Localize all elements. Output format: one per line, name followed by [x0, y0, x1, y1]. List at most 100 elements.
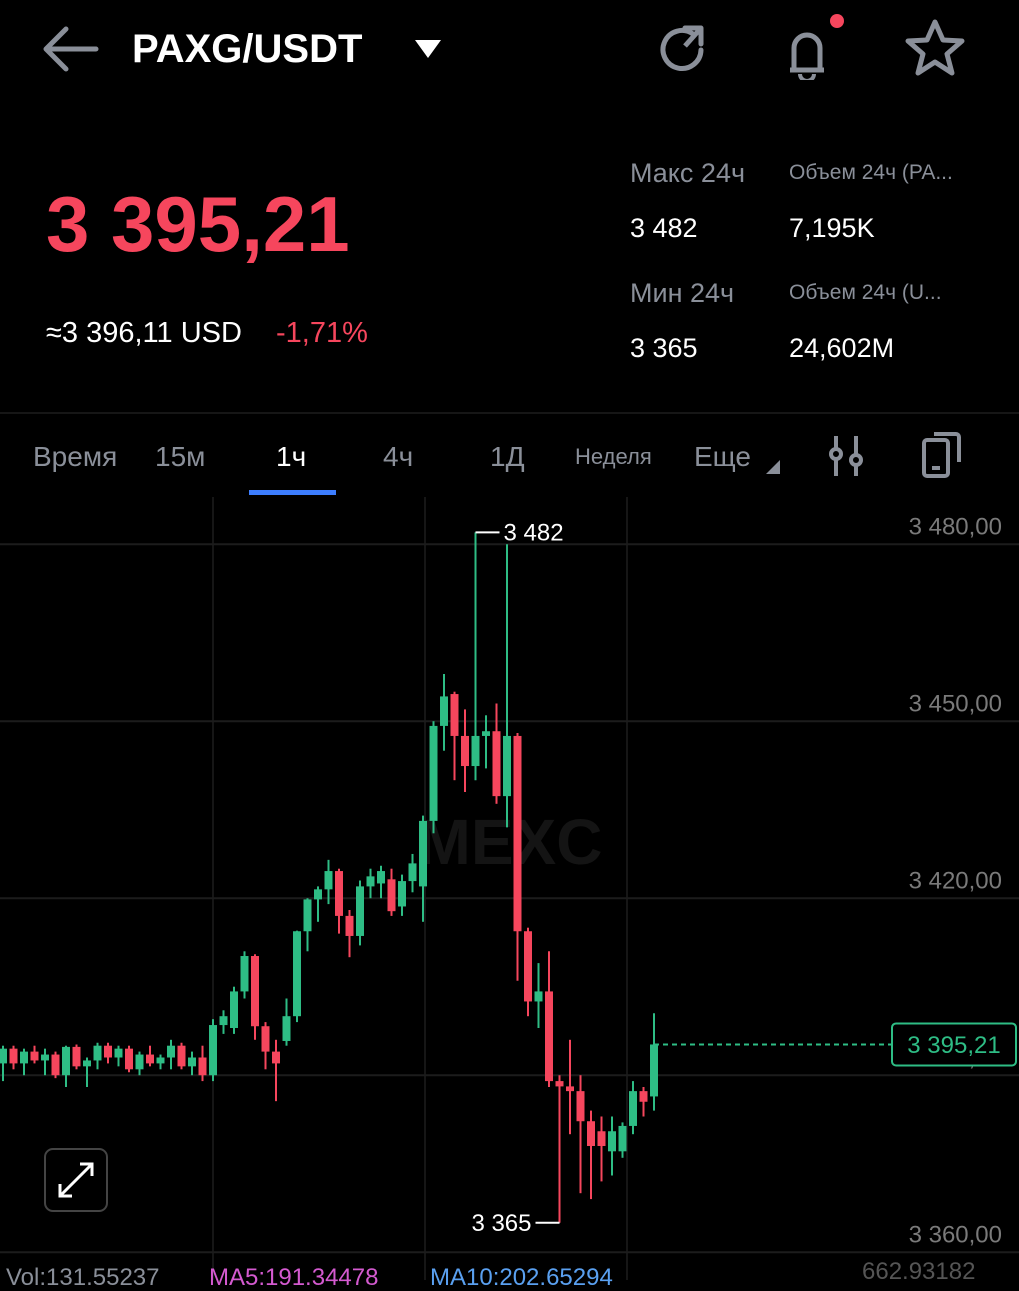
candle-body [576, 1091, 585, 1122]
candle-body [618, 1125, 627, 1152]
pair-title[interactable]: PAXG/USDT [132, 27, 363, 71]
stat-label: Объем 24ч (PA... [789, 161, 953, 184]
stat-value: 7,195K [789, 213, 875, 243]
candle-body [534, 991, 543, 1002]
candle-body [20, 1051, 28, 1064]
candle-body [524, 931, 532, 1002]
candle-body [146, 1054, 154, 1064]
candle-body [72, 1046, 81, 1067]
more-triangle [766, 460, 780, 474]
candle-body [587, 1121, 595, 1146]
candle-body [629, 1091, 637, 1126]
candle-body [30, 1051, 39, 1061]
candle-body [104, 1045, 112, 1058]
candle-body [51, 1054, 60, 1076]
candle-body [650, 1044, 658, 1097]
stat-label: Объем 24ч (U... [789, 281, 942, 304]
candle-body [293, 931, 301, 1017]
refresh-icon[interactable] [655, 20, 715, 80]
candle-body [608, 1131, 616, 1152]
candle-body [408, 863, 417, 882]
stat-value: 24,602M [789, 333, 895, 363]
tab-active[interactable]: 1ч [276, 441, 307, 472]
candle-body [513, 735, 522, 932]
candle-body [492, 731, 501, 797]
tab[interactable]: 1Д [490, 441, 525, 472]
settings-icon[interactable] [828, 434, 868, 478]
last-price: 3 395,21 [46, 180, 350, 268]
last-price-label: 3 395,21 [907, 1032, 1000, 1059]
candle-body [62, 1046, 70, 1076]
y-tick-label: 3 480,00 [909, 514, 1002, 541]
indicator: MA10:202.65294 [430, 1264, 613, 1291]
pair-dropdown[interactable] [414, 38, 442, 60]
candle-body [9, 1048, 18, 1064]
candle-body [545, 991, 553, 1082]
candle-body [639, 1091, 648, 1102]
tab-underline [249, 490, 336, 495]
candle-body [324, 871, 333, 890]
back-button[interactable] [40, 24, 102, 74]
expand-button[interactable] [44, 1148, 108, 1212]
bell-icon[interactable] [778, 10, 848, 80]
candle-body [356, 886, 364, 936]
candle-body [272, 1051, 280, 1064]
tab[interactable]: Время [33, 441, 118, 472]
candle-body [419, 820, 427, 887]
y-tick-label: 3 450,00 [909, 691, 1002, 718]
candle-body [461, 735, 469, 767]
candle-body [114, 1048, 123, 1058]
layout-icon[interactable] [920, 430, 966, 480]
candle-body [198, 1057, 207, 1076]
candle-body [503, 735, 511, 797]
stat-value: 3 482 [630, 213, 698, 243]
candle-body [482, 731, 490, 736]
candle-body [177, 1045, 186, 1067]
min-label: 3 365 [471, 1210, 531, 1237]
tab[interactable]: 4ч [383, 441, 414, 472]
stat-value: 3 365 [630, 333, 698, 363]
stat-label: Макс 24ч [630, 158, 746, 188]
candle-body [398, 881, 406, 907]
candle-body [93, 1045, 102, 1061]
candle-body [440, 696, 448, 726]
candle-body [167, 1045, 175, 1058]
tab[interactable]: Неделя [575, 444, 652, 469]
candle-body [41, 1054, 49, 1061]
candle-body [429, 725, 438, 821]
divider [0, 412, 1019, 414]
candle-body [83, 1060, 91, 1067]
max-label: 3 482 [504, 520, 564, 547]
y-tick-label: 3 420,00 [909, 868, 1002, 895]
candle-body [377, 871, 385, 884]
candle-body [209, 1025, 217, 1076]
tab[interactable]: Еще [694, 441, 751, 472]
candle-body [135, 1054, 144, 1070]
last-price-tag [891, 1022, 1017, 1067]
candle-body [251, 956, 259, 1027]
candle-body [230, 991, 238, 1028]
candle-body [471, 735, 480, 767]
price-change: -1,71% [276, 317, 368, 349]
candle-body [597, 1131, 606, 1146]
y-tick-label: 3 360,00 [909, 1222, 1002, 1249]
candle-body [335, 871, 343, 916]
candle-body [240, 956, 249, 992]
candle-body [566, 1086, 574, 1092]
candle-body [156, 1057, 165, 1064]
candle-body [282, 1016, 291, 1041]
watermark: MEXC [418, 806, 603, 878]
candle-body [314, 889, 322, 900]
candle-body [261, 1026, 270, 1052]
candle-body [0, 1048, 7, 1064]
indicator: MA5:191.34478 [209, 1264, 379, 1291]
candle-body [450, 694, 459, 736]
candlestick-chart: MEXC 3 480,003 450,003 420,003 390,003 3… [0, 497, 1019, 1280]
tab[interactable]: 15м [155, 441, 206, 472]
candle-body [345, 915, 354, 936]
candle-body [219, 1016, 228, 1026]
candle-body [555, 1081, 564, 1087]
favorite-icon[interactable] [903, 18, 967, 78]
usd-price: ≈3 396,11 USD [46, 317, 242, 349]
